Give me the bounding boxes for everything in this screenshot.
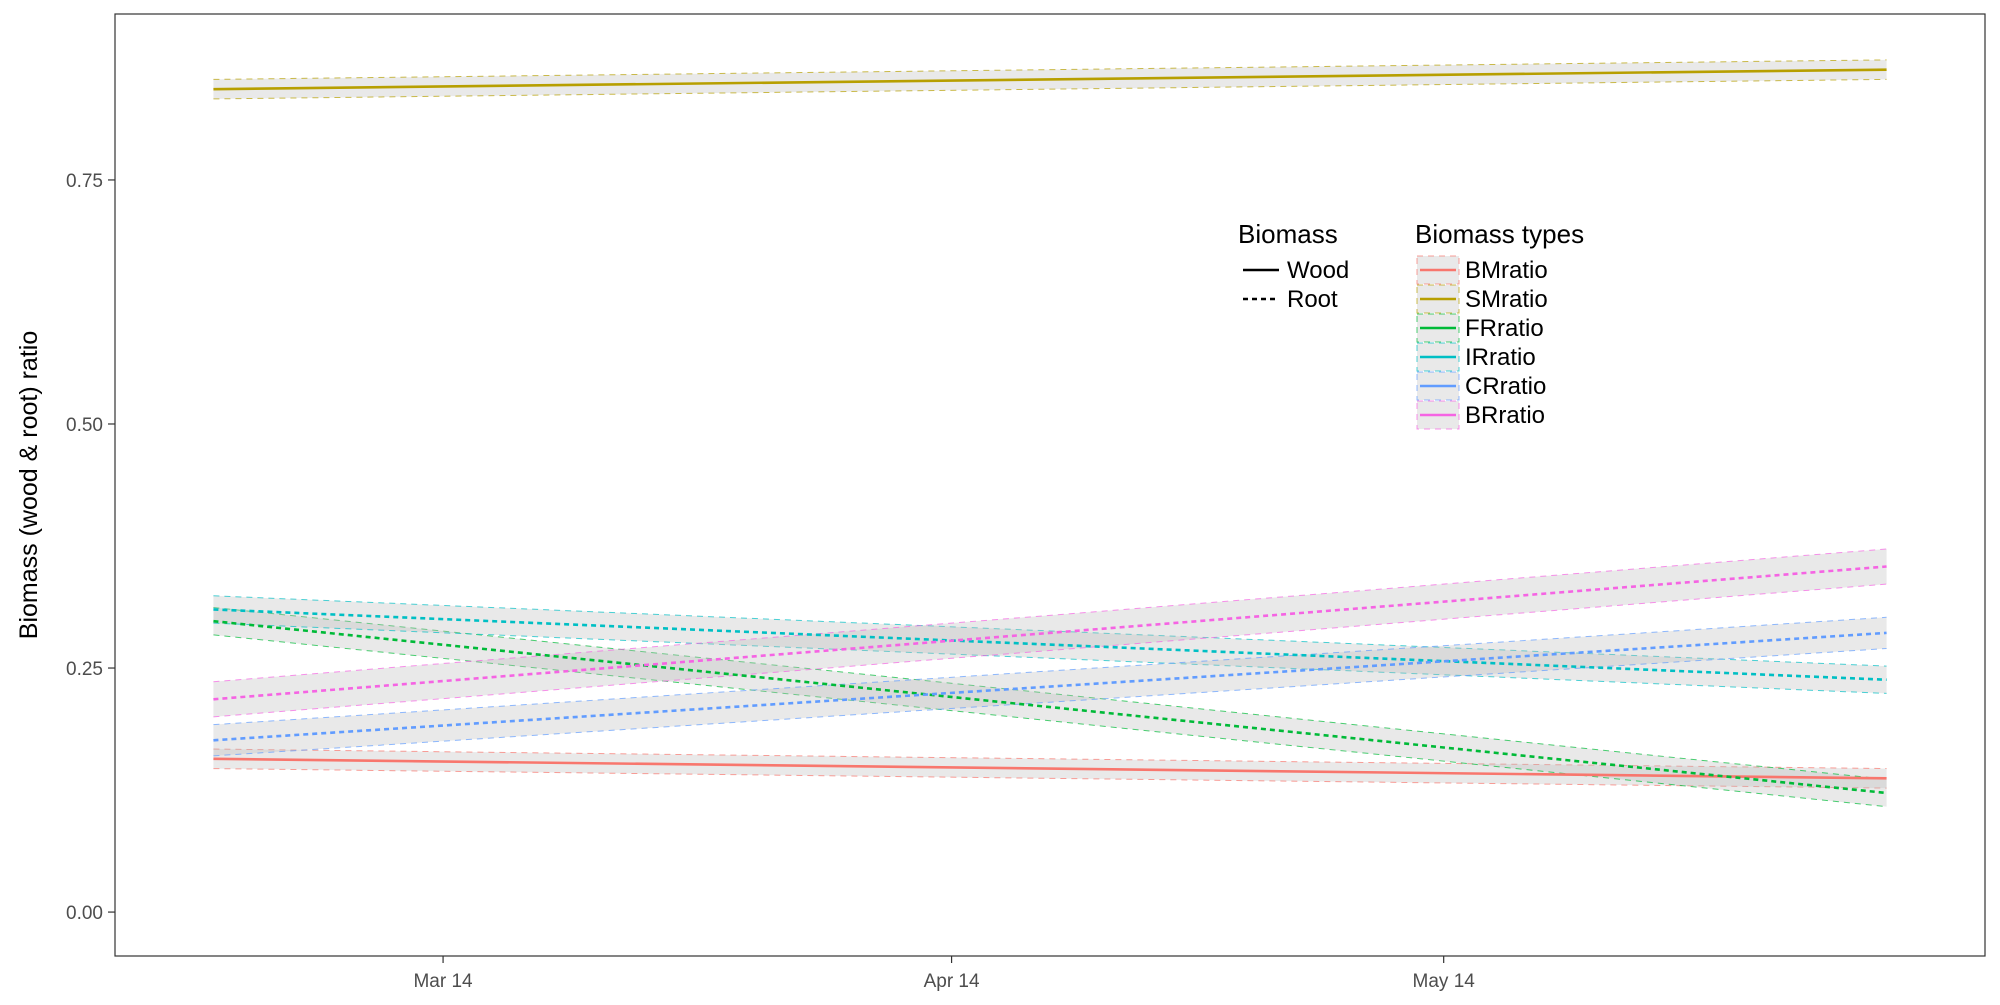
band-upper-smratio [213, 59, 1887, 80]
series-line-smratio [213, 68, 1887, 91]
y-tick-label: 0.25 [66, 659, 103, 680]
y-tick-label: 0.50 [66, 415, 103, 436]
band-upper-frratio [213, 607, 1887, 780]
x-tick-label: May 14 [1413, 971, 1476, 992]
series-line-bmratio [213, 757, 1887, 780]
band-lower-irratio [213, 622, 1887, 694]
legend-label-wood: Wood [1287, 257, 1349, 284]
band-upper-bmratio [213, 748, 1887, 770]
band-lower-bmratio [213, 768, 1887, 789]
series-line-crratio [213, 631, 1887, 742]
x-tick-label: Apr 14 [924, 971, 980, 992]
legend-title-biomass-types: Biomass types [1415, 219, 1584, 249]
series-line-brratio [213, 565, 1887, 701]
confidence-bands [213, 59, 1887, 808]
band-upper-irratio [213, 595, 1887, 667]
legend-label-bmratio: BMratio [1465, 257, 1548, 284]
band-lower-crratio [213, 648, 1887, 757]
band-lower-brratio [213, 583, 1887, 718]
legend-label-crratio: CRratio [1465, 373, 1546, 400]
axes: 0.00 0.25 0.50 0.75 Mar 14 Apr 14 May 14 [66, 171, 1475, 992]
y-tick-label: 0.75 [66, 171, 103, 192]
band-lower-smratio [213, 78, 1887, 100]
band-lower-frratio [213, 634, 1887, 808]
legend-label-brratio: BRratio [1465, 402, 1545, 429]
series-line-irratio [213, 608, 1887, 682]
band-upper-brratio [213, 548, 1887, 683]
legend-label-smratio: SMratio [1465, 286, 1548, 313]
band-upper-crratio [213, 616, 1887, 726]
plot-panel-border [114, 13, 1986, 957]
legend-label-root: Root [1287, 286, 1338, 313]
y-axis-title: Biomass (wood & root) ratio [15, 331, 43, 639]
legend-title-biomass: Biomass [1238, 219, 1338, 249]
x-tick-label: Mar 14 [413, 971, 473, 992]
series-lines [213, 68, 1887, 795]
y-tick-label: 0.00 [66, 903, 103, 924]
legend-label-frratio: FRratio [1465, 315, 1544, 342]
series-line-frratio [213, 619, 1887, 795]
legend-label-irratio: IRratio [1465, 344, 1536, 371]
